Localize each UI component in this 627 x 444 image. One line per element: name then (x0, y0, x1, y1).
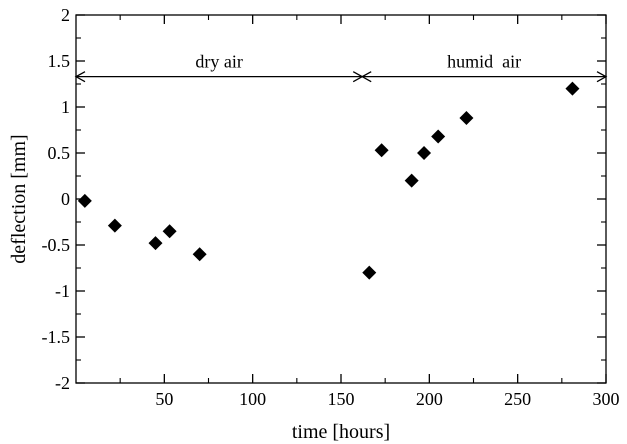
y-tick-label: -1 (55, 281, 70, 301)
y-tick-label: 0.5 (48, 143, 71, 163)
annotations: dry air humid air (74, 52, 608, 83)
data-point (459, 111, 474, 126)
data-point (404, 173, 419, 188)
annotation-label: humid air (447, 52, 521, 72)
annotation-arrowhead-right (596, 71, 608, 83)
annotation-label: dry air (195, 52, 242, 72)
data-point (148, 236, 163, 251)
x-tick-label: 100 (239, 389, 266, 409)
data-points (77, 81, 580, 280)
y-tick-label: -1.5 (42, 327, 71, 347)
x-axis-title: time [hours] (292, 421, 390, 443)
y-tick-label: 1 (61, 97, 70, 117)
data-point (162, 224, 177, 239)
annotation-arrowhead-left (74, 71, 86, 83)
data-point (192, 247, 207, 262)
x-tick-label: 300 (593, 389, 620, 409)
axis-tick-labels: 50 100 150 200 250 300 -2 -1.5 -1 -0.5 0 0.5 1 1.5 2 (42, 5, 620, 409)
annotation-arrowhead-left (360, 71, 372, 83)
y-tick-label: -0.5 (42, 235, 71, 255)
y-tick-label: 1.5 (48, 51, 71, 71)
x-tick-label: 250 (504, 389, 531, 409)
plot-frame (75, 14, 607, 384)
data-point (374, 143, 389, 158)
x-tick-label: 50 (155, 389, 173, 409)
x-tick-label: 200 (416, 389, 443, 409)
axis-ticks (76, 14, 607, 384)
data-point (107, 218, 122, 233)
data-point (431, 129, 446, 144)
data-point (77, 193, 92, 208)
y-tick-label: -2 (55, 373, 70, 393)
data-point (362, 265, 377, 280)
y-tick-label: 0 (61, 189, 70, 209)
data-point (417, 146, 432, 160)
y-tick-label: 2 (61, 5, 70, 25)
data-point (565, 81, 580, 96)
y-axis-title: deflection [mm] (8, 134, 30, 263)
x-tick-label: 150 (328, 389, 355, 409)
